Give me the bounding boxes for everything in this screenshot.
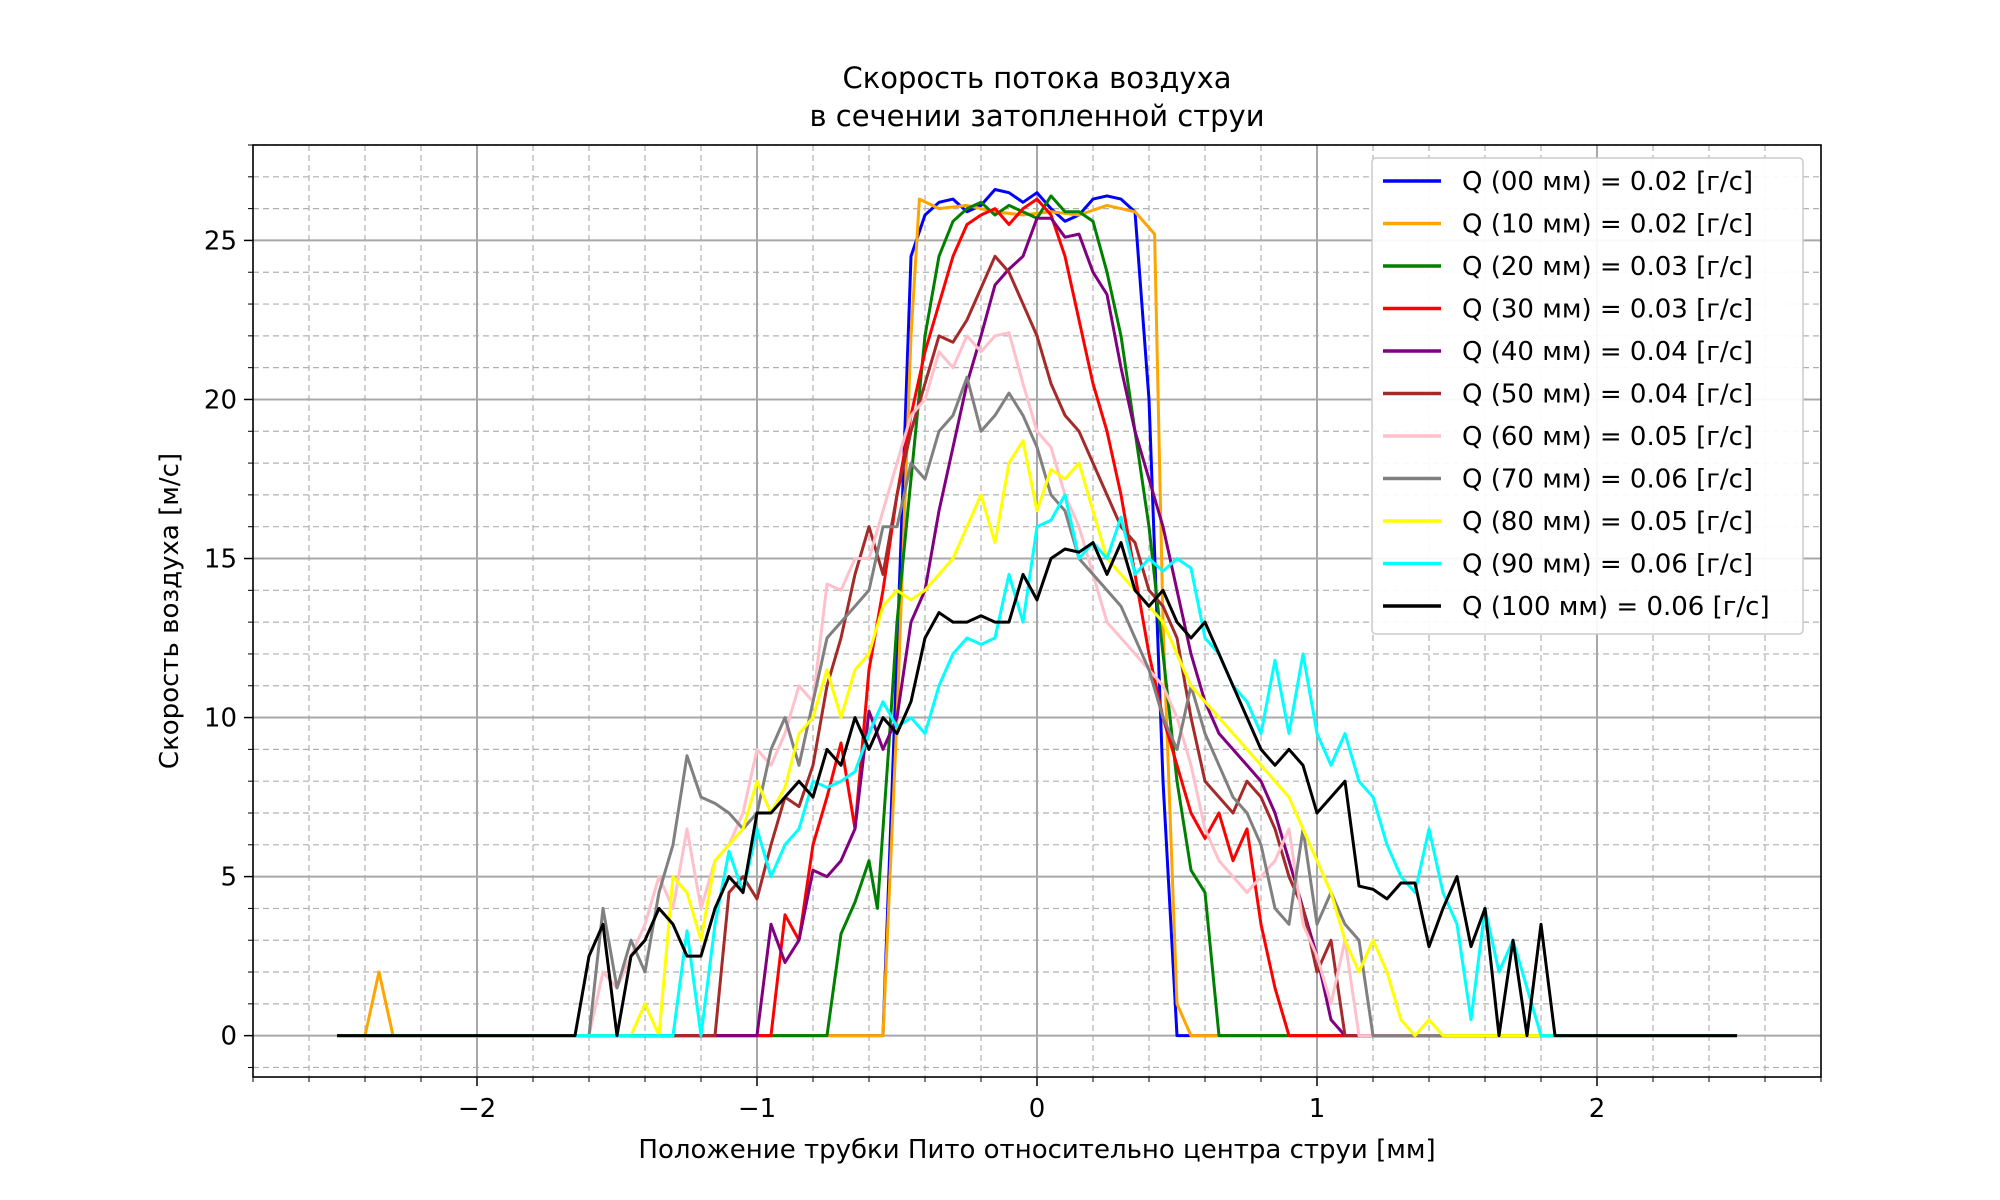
legend-label-5: Q (50 мм) = 0.04 [г/с]: [1462, 380, 1753, 410]
x-tick-label: 0: [1029, 1094, 1046, 1124]
legend-label-0: Q (00 мм) = 0.02 [г/с]: [1462, 167, 1753, 197]
x-axis-label: Положение трубки Пито относительно центр…: [638, 1135, 1435, 1165]
legend-label-4: Q (40 мм) = 0.04 [г/с]: [1462, 337, 1753, 367]
series-line-7: [337, 375, 1737, 1038]
legend-label-3: Q (30 мм) = 0.03 [г/с]: [1462, 295, 1753, 325]
y-tick-label: 10: [204, 704, 237, 734]
legend-label-10: Q (100 мм) = 0.06 [г/с]: [1462, 592, 1770, 622]
legend-label-7: Q (70 мм) = 0.06 [г/с]: [1462, 465, 1753, 495]
y-tick-label: 0: [220, 1022, 237, 1052]
series-line-5: [337, 254, 1737, 1038]
series-line-2: [337, 194, 1737, 1038]
series-line-9: [337, 493, 1737, 1038]
x-tick-label: 2: [1589, 1094, 1606, 1124]
series-line-8: [337, 439, 1737, 1038]
series-line-3: [337, 197, 1737, 1038]
x-tick-label: 1: [1309, 1094, 1326, 1124]
y-tick-label: 20: [204, 385, 237, 415]
x-tick-label: −2: [458, 1094, 496, 1124]
legend-label-6: Q (60 мм) = 0.05 [г/с]: [1462, 422, 1753, 452]
y-tick-label: 5: [220, 863, 237, 893]
legend-label-2: Q (20 мм) = 0.03 [г/с]: [1462, 252, 1753, 282]
legend-label-8: Q (80 мм) = 0.05 [г/с]: [1462, 507, 1753, 537]
legend-label-9: Q (90 мм) = 0.06 [г/с]: [1462, 550, 1753, 580]
series-line-4: [337, 216, 1737, 1038]
y-tick-label: 15: [204, 545, 237, 575]
legend: Q (00 мм) = 0.02 [г/с] Q (10 мм) = 0.02 […: [1371, 157, 1804, 635]
y-axis-label: Скорость воздуха [м/с]: [155, 453, 185, 769]
chart-title-line-2: в сечении затопленной струи: [809, 99, 1264, 133]
legend-label-1: Q (10 мм) = 0.02 [г/с]: [1462, 210, 1753, 240]
x-tick-label: −1: [738, 1094, 776, 1124]
y-tick-label: 25: [204, 226, 237, 256]
series-line-0: [337, 188, 1737, 1038]
series-line-10: [337, 541, 1737, 1038]
chart-title-line-1: Скорость потока воздуха: [842, 61, 1231, 95]
legend-box: [1371, 157, 1804, 635]
series-lines: [337, 188, 1737, 1038]
